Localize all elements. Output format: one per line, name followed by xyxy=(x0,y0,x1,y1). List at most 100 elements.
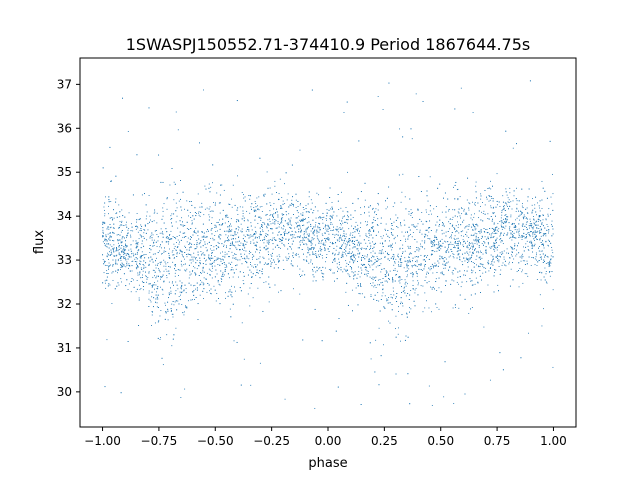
data-point xyxy=(405,231,406,233)
data-point xyxy=(503,223,504,225)
data-point xyxy=(399,247,401,249)
data-point xyxy=(371,260,373,262)
data-point xyxy=(361,269,363,271)
data-point xyxy=(342,216,344,218)
data-point xyxy=(355,254,357,256)
data-point xyxy=(380,252,382,254)
data-point xyxy=(180,198,181,200)
data-point xyxy=(267,224,269,226)
data-point xyxy=(418,250,420,252)
data-point xyxy=(352,310,353,312)
data-point xyxy=(374,244,376,245)
data-point xyxy=(417,284,419,286)
data-point xyxy=(429,210,431,212)
data-point xyxy=(441,238,443,240)
data-point xyxy=(282,200,284,202)
data-point xyxy=(534,207,536,209)
data-point xyxy=(533,245,535,247)
data-point xyxy=(549,260,551,262)
data-point xyxy=(489,379,491,381)
data-point xyxy=(539,239,541,241)
data-point xyxy=(469,242,470,244)
data-point xyxy=(507,201,509,203)
data-point xyxy=(509,257,511,259)
data-point xyxy=(202,290,204,292)
data-point xyxy=(140,230,142,232)
data-point xyxy=(243,250,245,251)
data-point xyxy=(133,254,135,256)
data-point xyxy=(235,221,237,223)
data-point xyxy=(202,284,204,286)
data-point xyxy=(297,247,299,249)
data-point xyxy=(250,251,252,253)
data-point xyxy=(545,271,547,272)
data-point xyxy=(160,181,162,183)
data-point xyxy=(465,274,466,276)
data-point xyxy=(146,278,148,280)
data-point xyxy=(316,237,318,239)
data-point xyxy=(256,269,258,271)
data-point xyxy=(518,286,520,288)
data-point xyxy=(192,234,194,236)
data-point xyxy=(306,260,308,262)
data-point xyxy=(145,254,147,255)
data-point xyxy=(229,256,230,258)
data-point xyxy=(268,242,270,244)
data-point xyxy=(249,305,251,307)
data-point xyxy=(492,198,494,200)
data-point xyxy=(192,260,194,262)
data-point xyxy=(250,206,252,208)
data-point xyxy=(544,279,546,281)
data-point xyxy=(522,269,523,271)
data-point xyxy=(189,259,191,261)
data-point xyxy=(390,244,392,246)
data-point xyxy=(120,269,121,271)
data-point xyxy=(434,244,436,245)
data-point xyxy=(510,201,512,203)
data-point xyxy=(505,214,507,215)
data-point xyxy=(510,233,512,235)
data-point xyxy=(217,281,219,283)
data-point xyxy=(358,245,360,247)
data-point xyxy=(385,229,386,231)
data-point xyxy=(322,222,324,224)
data-point xyxy=(193,285,195,287)
data-point xyxy=(110,180,112,182)
data-point xyxy=(476,264,477,266)
data-point xyxy=(128,265,130,266)
data-point xyxy=(463,235,465,237)
data-point xyxy=(250,384,252,386)
data-point xyxy=(528,256,530,258)
data-point xyxy=(410,290,412,291)
data-point xyxy=(491,233,493,235)
data-point xyxy=(498,259,500,261)
data-point xyxy=(516,271,518,273)
data-point xyxy=(283,231,285,233)
data-point xyxy=(296,223,298,225)
data-point xyxy=(536,235,537,237)
data-point xyxy=(216,257,218,259)
data-point xyxy=(387,281,388,283)
data-point xyxy=(485,238,487,240)
data-point xyxy=(355,228,357,230)
data-point xyxy=(421,233,423,235)
data-point xyxy=(325,241,327,243)
data-point xyxy=(513,237,515,238)
data-point xyxy=(443,232,445,234)
data-point xyxy=(298,228,300,230)
data-point xyxy=(463,257,465,259)
data-point xyxy=(490,205,492,207)
data-point xyxy=(170,290,172,292)
data-point xyxy=(180,224,182,226)
data-point xyxy=(414,251,416,253)
data-point xyxy=(543,308,544,310)
data-point xyxy=(107,243,109,245)
data-point xyxy=(318,240,320,242)
data-point xyxy=(269,218,271,220)
data-point xyxy=(237,175,239,177)
data-point xyxy=(366,270,368,272)
data-point xyxy=(181,282,183,284)
data-point xyxy=(452,224,454,226)
data-point xyxy=(267,251,269,253)
data-point xyxy=(336,245,338,247)
